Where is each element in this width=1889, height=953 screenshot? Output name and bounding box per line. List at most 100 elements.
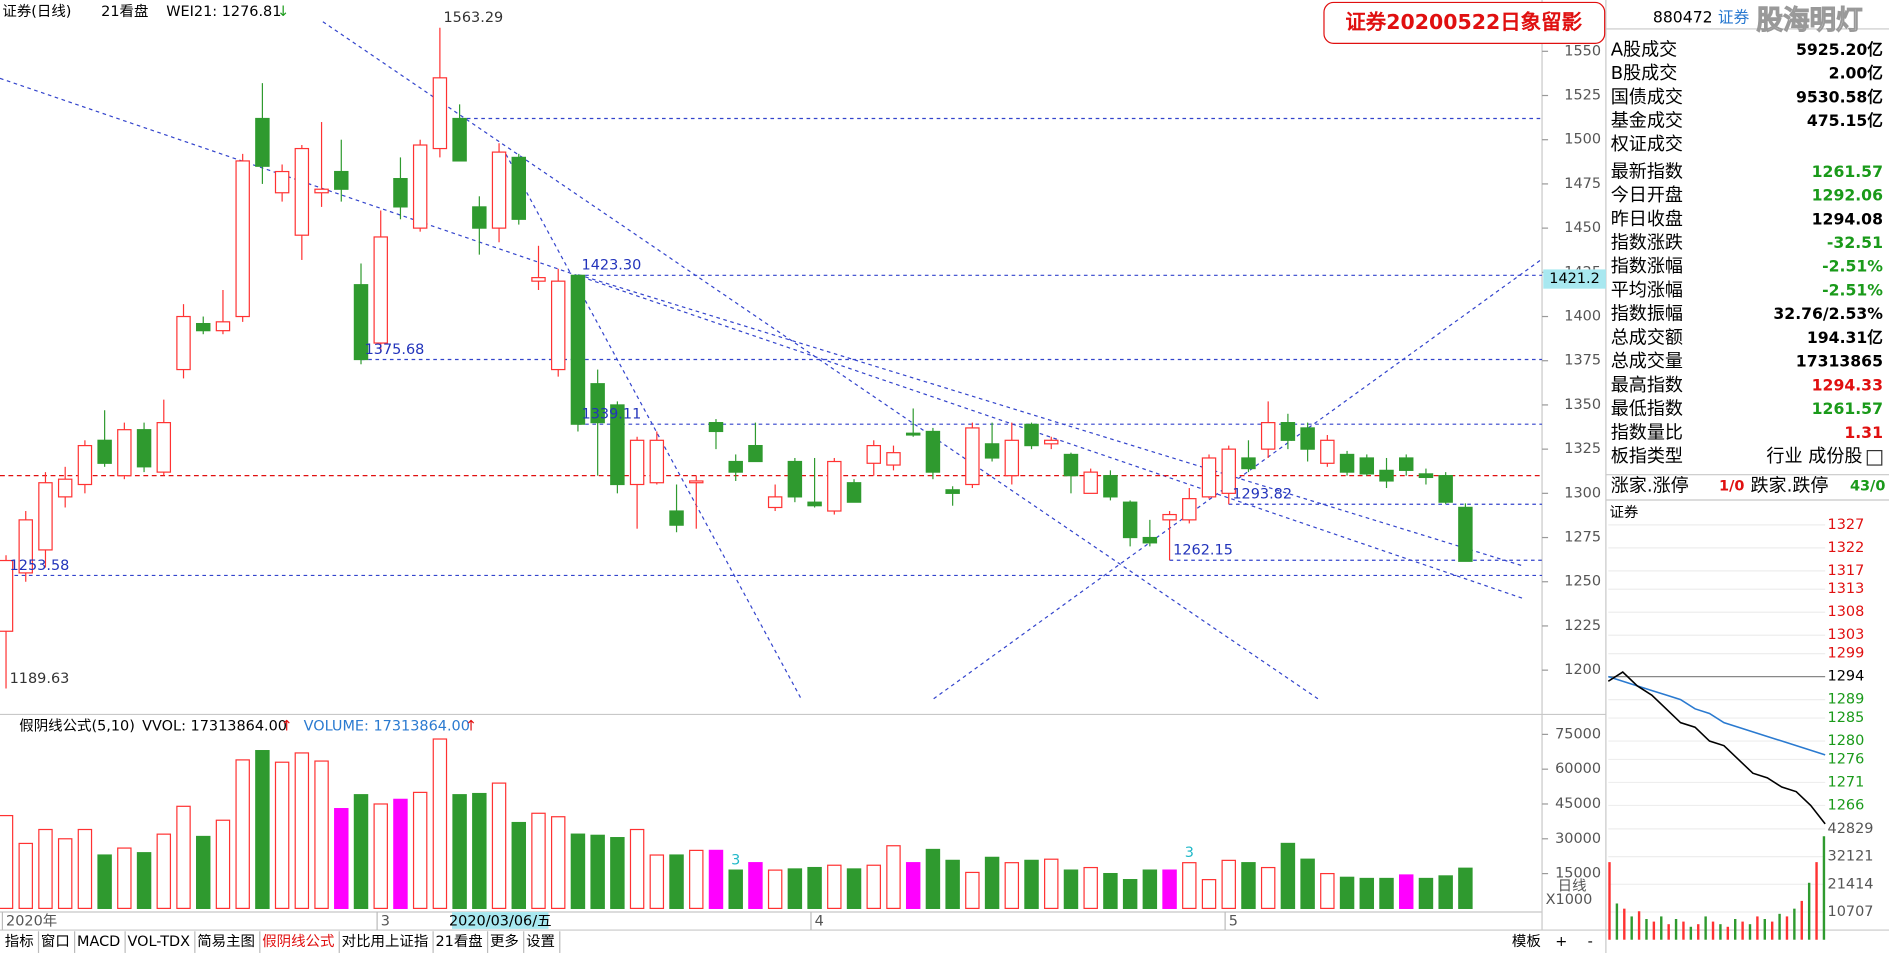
- y-tick-label: 1475: [1564, 176, 1601, 192]
- code: 880472: [1653, 8, 1713, 27]
- candle-body: [196, 322, 211, 332]
- volume-bar: [511, 821, 527, 909]
- panel-value: 行业 成份股: [1766, 446, 1862, 467]
- tab[interactable]: 模板: [1512, 932, 1541, 950]
- tab[interactable]: 对比用上证指: [342, 933, 429, 950]
- volume-bar: [235, 759, 250, 909]
- candle-body: [1063, 453, 1079, 477]
- y-tick-label: 1525: [1564, 88, 1601, 104]
- tab[interactable]: 指标: [5, 933, 34, 950]
- volume-bar: [334, 808, 349, 909]
- volume-bar: [1221, 859, 1236, 909]
- candle-body: [748, 444, 763, 463]
- candle-body: [965, 427, 980, 486]
- tab[interactable]: 假阴线公式: [262, 933, 334, 950]
- volume-bar: [787, 868, 803, 909]
- y-tick-label: 1250: [1564, 574, 1601, 590]
- trend-line: [322, 21, 1319, 700]
- intraday-tick-label: 1303: [1828, 627, 1865, 643]
- volume-bar: [1438, 875, 1453, 909]
- volume-bar: [412, 791, 428, 909]
- intraday-price: [1607, 671, 1826, 825]
- intraday-tick-label: 1308: [1828, 604, 1865, 620]
- candle-body: [294, 147, 310, 236]
- candle-body: [77, 444, 93, 486]
- trend-line: [505, 153, 802, 700]
- y-tick-label: 1450: [1564, 220, 1601, 236]
- tab[interactable]: -: [1588, 934, 1593, 950]
- candle-body: [1458, 506, 1473, 562]
- candle-body: [176, 315, 191, 371]
- tab[interactable]: MACD: [77, 934, 120, 950]
- panel-label: 平均涨幅: [1611, 280, 1683, 301]
- candle-body: [1260, 422, 1276, 450]
- v-tick-label: 45000: [1555, 796, 1601, 812]
- volume-bar: [452, 794, 467, 909]
- candle-body: [117, 429, 132, 477]
- panel-value: 475.15亿: [1807, 111, 1883, 130]
- tab[interactable]: 设置: [526, 933, 555, 950]
- intraday-tick-label: 1327: [1828, 517, 1865, 533]
- candle-body: [353, 284, 369, 361]
- volume-bar: [432, 738, 448, 909]
- panel-label: 总成交量: [1611, 351, 1683, 372]
- intraday-tick-label: 1289: [1828, 692, 1865, 708]
- watermark: 股海明灯: [1756, 5, 1862, 36]
- panel-label: 指数涨幅: [1611, 256, 1683, 277]
- candle-body: [57, 478, 73, 498]
- volume-bar: [905, 862, 921, 909]
- candle-body: [1162, 513, 1177, 521]
- trend-line: [933, 258, 1543, 700]
- intraday-tick-label: 1276: [1828, 751, 1865, 767]
- panel-value: 17313865: [1796, 352, 1883, 371]
- tab[interactable]: 窗口: [41, 932, 70, 950]
- candle-body: [827, 460, 842, 512]
- panel-label: A股成交: [1611, 40, 1678, 61]
- tab[interactable]: +: [1555, 934, 1567, 950]
- date-label: 3: [381, 914, 390, 930]
- volume-bar: [1103, 872, 1118, 909]
- panel-label: 权证成交: [1611, 134, 1683, 155]
- panel-label: 国债成交: [1611, 87, 1683, 108]
- volume-bar: [1260, 866, 1276, 909]
- candle-body: [1418, 473, 1434, 479]
- volume-bar: [965, 871, 980, 909]
- intraday-tick-label: 1322: [1828, 540, 1865, 556]
- tab[interactable]: 简易主图: [197, 933, 255, 950]
- y-tick-label: 1500: [1564, 132, 1601, 148]
- volume-bar: [1083, 866, 1098, 909]
- panel-label: 昨日收盘: [1611, 209, 1683, 230]
- v-tick-label: 30000: [1555, 831, 1601, 847]
- fall-value: 43/0: [1850, 479, 1885, 495]
- volume-arrow: ↑: [465, 718, 477, 734]
- volume-bar: [215, 819, 231, 909]
- panel-label: 指数涨跌: [1611, 233, 1683, 254]
- volume-bar: [156, 833, 172, 909]
- cursor-box: [1543, 269, 1606, 289]
- candle-body: [18, 519, 33, 574]
- intraday-tick-label: 1266: [1828, 797, 1865, 813]
- banner: 证券20200522日象留影: [1345, 10, 1582, 34]
- candle-body: [215, 321, 231, 332]
- volume-bar: [314, 760, 329, 909]
- tab[interactable]: VOL-TDX: [128, 934, 191, 950]
- volume-bar: [669, 854, 684, 909]
- tab[interactable]: 更多: [490, 933, 519, 950]
- candle-body: [787, 460, 803, 498]
- volume-bar: [767, 869, 783, 909]
- candle-body: [689, 480, 704, 484]
- panel-label: 总成交额: [1611, 327, 1683, 348]
- intraday-average: [1608, 675, 1826, 756]
- panel-label: 板指类型: [1611, 446, 1683, 467]
- panel-label: 最低指数: [1611, 399, 1683, 420]
- tab[interactable]: 21看盘: [436, 932, 483, 950]
- candle-body: [38, 482, 53, 551]
- volume-bar: [550, 816, 566, 909]
- candle-body: [1201, 457, 1217, 498]
- volume-bar: [1339, 876, 1355, 909]
- panel-value: 1294.33: [1812, 375, 1883, 394]
- candle-body: [1142, 536, 1158, 544]
- panel-value: -2.51%: [1822, 280, 1883, 299]
- date-label: 5: [1229, 914, 1238, 930]
